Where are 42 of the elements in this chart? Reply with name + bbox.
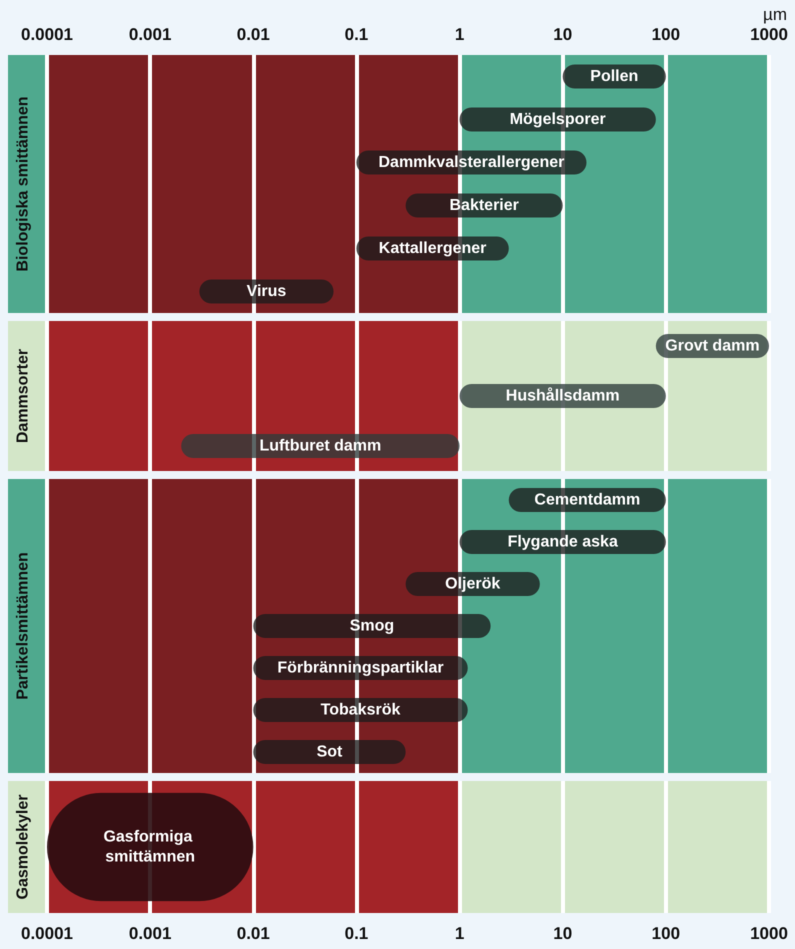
bar xyxy=(253,698,468,722)
category-label: Flygande aska xyxy=(508,534,618,551)
y-tick-label: Hushållsdamm xyxy=(506,386,620,404)
y-axis-title: Gasmolekyler xyxy=(14,794,32,900)
x-tick-label: 100 xyxy=(652,25,680,44)
category-label: Smog xyxy=(350,618,394,635)
category-label: Mögelsporer xyxy=(510,111,606,128)
x-tick-label: 10 xyxy=(553,924,572,943)
x-tick-label: 1000 xyxy=(750,924,788,943)
x-tick-label: 0.001 xyxy=(128,924,172,943)
category-label: Virus xyxy=(246,283,286,300)
y-tick-label: Grovt damm xyxy=(665,337,760,354)
x-tick-label: 0.01 xyxy=(236,924,270,943)
y-axis-title: Dammsorter xyxy=(14,348,32,443)
category-label: Kattallergener xyxy=(378,240,486,257)
y-axis-title: Biologiska smittämnen xyxy=(14,96,32,272)
y-axis-title: Partikelsmittämnen xyxy=(14,552,32,700)
category-label: Oljerök xyxy=(445,576,500,593)
category-label: Tobaksrök xyxy=(320,702,400,719)
category-label: Sot xyxy=(316,744,342,761)
category-label: Cementdamm xyxy=(534,492,640,509)
category-label: Förbränningspartiklar xyxy=(277,660,444,677)
y-tick-label: Luftburet damm xyxy=(259,437,382,454)
bar xyxy=(199,280,334,304)
x-tick-label: 100 xyxy=(652,924,680,943)
category-label: Pollen xyxy=(590,68,638,85)
y-tick-label: Gasformiga smittämnen xyxy=(103,828,197,866)
x-tick-label: 1 xyxy=(454,924,464,943)
x-tick-label: 0.1 xyxy=(344,25,368,44)
x-tick-label: 0.1 xyxy=(344,924,368,943)
x-tick-label: 10 xyxy=(553,25,572,44)
x-tick-label: 0.0001 xyxy=(21,924,73,943)
x-tick-label: 0.01 xyxy=(236,25,270,44)
x-axis-title: µm xyxy=(763,5,788,24)
category-label: Bakterier xyxy=(449,197,519,214)
x-tick-label: 1000 xyxy=(750,25,788,44)
category-label: Dammkvalsterallergener xyxy=(378,154,564,171)
x-tick-label: 0.001 xyxy=(128,25,172,44)
x-tick-label: 1 xyxy=(454,25,464,44)
bar xyxy=(253,740,406,764)
x-tick-label: 0.0001 xyxy=(21,25,73,44)
bar xyxy=(253,614,491,638)
